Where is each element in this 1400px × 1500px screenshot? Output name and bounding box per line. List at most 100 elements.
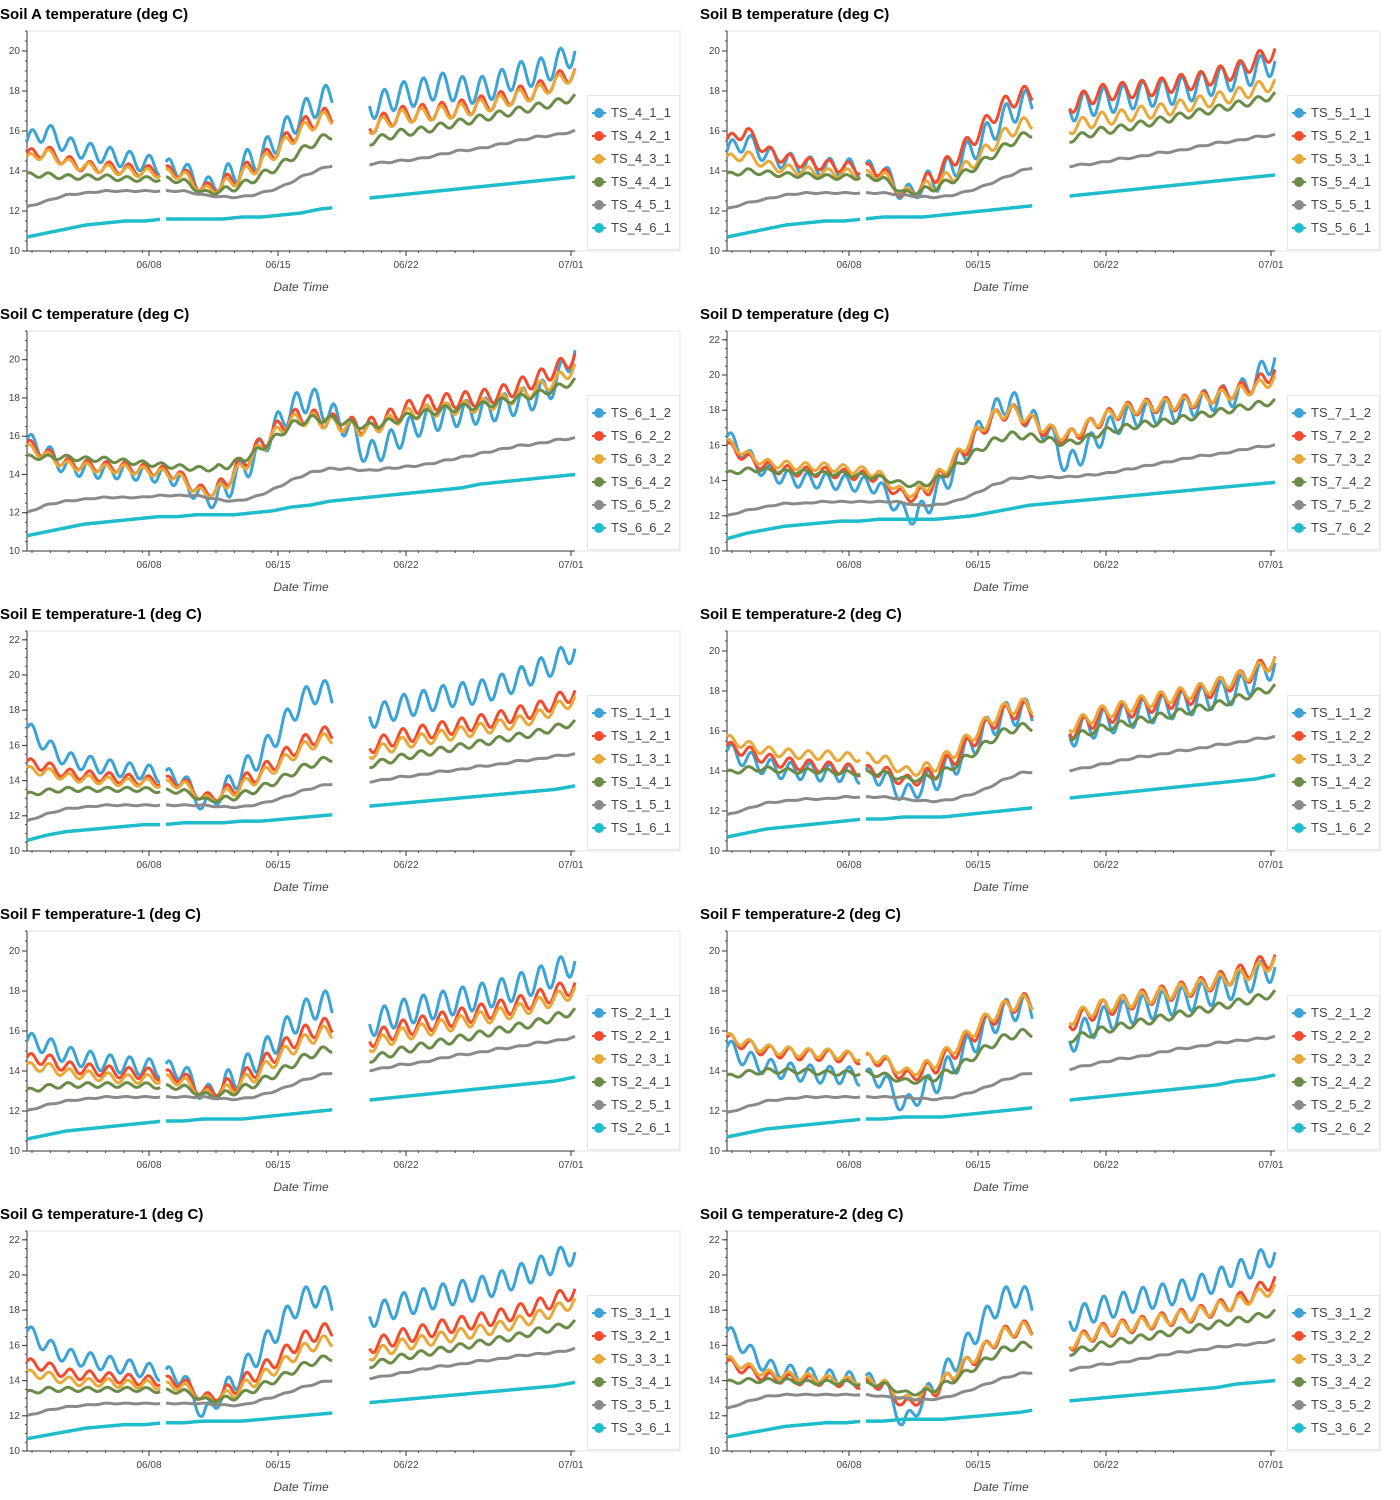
legend-item[interactable]: TS_1_1_1 [588, 701, 679, 724]
y-tick-label: 18 [9, 986, 21, 997]
y-tick-label: 16 [709, 440, 721, 451]
legend-item[interactable]: TS_3_2_1 [588, 1324, 679, 1347]
legend-item[interactable]: TS_6_5_2 [588, 493, 679, 516]
legend-item[interactable]: TS_6_2_2 [588, 424, 679, 447]
legend-label: TS_1_3_2 [1311, 751, 1371, 766]
legend-item[interactable]: TS_2_3_1 [588, 1047, 679, 1070]
legend-item[interactable]: TS_1_2_1 [588, 724, 679, 747]
x-tick-label: 07/01 [1258, 1160, 1283, 1171]
legend-item[interactable]: TS_2_2_2 [1288, 1024, 1379, 1047]
series-line [25, 68, 577, 195]
legend-item[interactable]: TS_6_1_2 [588, 401, 679, 424]
legend-label: TS_6_4_2 [611, 474, 671, 489]
series-segment [726, 795, 861, 817]
legend-item[interactable]: TS_7_2_2 [1288, 424, 1379, 447]
series-segment [25, 1357, 161, 1387]
legend-item[interactable]: TS_1_6_1 [588, 816, 679, 839]
legend-item[interactable]: TS_4_1_1 [588, 101, 679, 124]
legend-item[interactable]: TS_7_5_2 [1288, 493, 1379, 516]
legend-item[interactable]: TS_1_4_1 [588, 770, 679, 793]
legend-item[interactable]: TS_2_6_1 [588, 1116, 679, 1139]
legend-item[interactable]: TS_6_3_2 [588, 447, 679, 470]
series-segment [369, 1075, 576, 1102]
legend-item[interactable]: TS_3_1_1 [588, 1301, 679, 1324]
chart-title: Soil B temperature (deg C) [700, 6, 890, 23]
legend-item[interactable]: TS_2_1_1 [588, 1001, 679, 1024]
series-segment [865, 699, 1034, 787]
legend-item[interactable]: TS_2_1_2 [1288, 1001, 1379, 1024]
legend-label: TS_7_2_2 [1311, 428, 1371, 443]
series-segment [865, 1106, 1033, 1121]
y-tick-label: 14 [9, 469, 21, 480]
legend-item[interactable]: TS_6_6_2 [588, 516, 679, 539]
legend-item[interactable]: TS_5_6_1 [1288, 216, 1379, 239]
x-tick-label: 06/08 [836, 560, 861, 571]
chart-plot: 10 12 14 16 18 20 06/08 06/15 06/22 07/01 Date Tim… [709, 630, 1381, 894]
legend-item[interactable]: TS_2_5_2 [1288, 1093, 1379, 1116]
legend-item[interactable]: TS_5_3_1 [1288, 147, 1379, 170]
legend-item[interactable]: TS_3_5_2 [1288, 1393, 1379, 1416]
legend-item[interactable]: TS_7_3_2 [1288, 447, 1379, 470]
legend-item[interactable]: TS_5_1_1 [1288, 101, 1379, 124]
legend-item[interactable]: TS_4_4_1 [588, 170, 679, 193]
legend-item[interactable]: TS_3_4_2 [1288, 1370, 1379, 1393]
x-tick-label: 06/22 [393, 1160, 418, 1171]
legend-item[interactable]: TS_1_3_2 [1288, 747, 1379, 770]
legend-item[interactable]: TS_1_4_2 [1288, 770, 1379, 793]
legend-item[interactable]: TS_7_4_2 [1288, 470, 1379, 493]
legend-item[interactable]: TS_5_4_1 [1288, 170, 1379, 193]
x-tick-label: 06/08 [136, 860, 161, 871]
legend-item[interactable]: TS_4_2_1 [588, 124, 679, 147]
legend-item[interactable]: TS_3_4_1 [588, 1370, 679, 1393]
legend-item[interactable]: TS_4_6_1 [588, 216, 679, 239]
legend-item[interactable]: TS_2_4_2 [1288, 1070, 1379, 1093]
series-segment [26, 1368, 161, 1391]
legend-item[interactable]: TS_3_6_2 [1288, 1416, 1379, 1439]
x-axis-label: Date Time [973, 580, 1029, 594]
legend-item[interactable]: TS_1_5_1 [588, 793, 679, 816]
y-tick-label: 18 [709, 686, 721, 697]
series-segment [726, 1419, 861, 1439]
legend-item[interactable]: TS_2_5_1 [588, 1093, 679, 1116]
y-tick-label: 12 [709, 806, 721, 817]
legend-label: TS_3_3_2 [1311, 1351, 1371, 1366]
legend-swatch-icon [592, 752, 606, 766]
legend-item[interactable]: TS_4_3_1 [588, 147, 679, 170]
series-segment [1069, 1308, 1277, 1357]
legend-item[interactable]: TS_1_2_2 [1288, 724, 1379, 747]
series-line [726, 132, 1276, 211]
legend-swatch-icon [592, 406, 606, 420]
legend-item[interactable]: TS_2_4_1 [588, 1070, 679, 1093]
legend-item[interactable]: TS_3_6_1 [588, 1416, 679, 1439]
series-segment [165, 1379, 333, 1408]
legend-item[interactable]: TS_7_6_2 [1288, 516, 1379, 539]
chart-title: Soil F temperature-2 (deg C) [700, 906, 901, 923]
series-segment [1069, 773, 1276, 800]
legend-item[interactable]: TS_3_3_1 [588, 1347, 679, 1370]
x-tick-label: 06/08 [136, 1160, 161, 1171]
legend-label: TS_2_1_2 [1311, 1005, 1371, 1020]
legend-item[interactable]: TS_3_1_2 [1288, 1301, 1379, 1324]
legend-item[interactable]: TS_1_5_2 [1288, 793, 1379, 816]
legend-item[interactable]: TS_3_5_1 [588, 1393, 679, 1416]
legend-item[interactable]: TS_6_4_2 [588, 470, 679, 493]
legend-item[interactable]: TS_4_5_1 [588, 193, 679, 216]
legend-item[interactable]: TS_7_1_2 [1288, 401, 1379, 424]
legend-item[interactable]: TS_5_2_1 [1288, 124, 1379, 147]
legend-swatch-icon [1292, 821, 1306, 835]
legend-swatch-icon [1292, 706, 1306, 720]
legend-swatch-icon [592, 1352, 606, 1366]
legend-item[interactable]: TS_1_3_1 [588, 747, 679, 770]
legend-item[interactable]: TS_2_3_2 [1288, 1047, 1379, 1070]
legend-item[interactable]: TS_1_1_2 [1288, 701, 1379, 724]
chart-plot: 10 12 14 16 18 20 22 06/08 06/15 06/22 07/01 Date T… [9, 630, 681, 894]
legend-item[interactable]: TS_3_3_2 [1288, 1347, 1379, 1370]
x-tick-label: 07/01 [1258, 560, 1283, 571]
legend-item[interactable]: TS_3_2_2 [1288, 1324, 1379, 1347]
legend-item[interactable]: TS_5_5_1 [1288, 193, 1379, 216]
legend-item[interactable]: TS_1_6_2 [1288, 816, 1379, 839]
x-tick-label: 06/15 [965, 260, 990, 271]
legend-item[interactable]: TS_2_2_1 [588, 1024, 679, 1047]
legend-item[interactable]: TS_2_6_2 [1288, 1116, 1379, 1139]
y-tick-label: 10 [9, 1146, 21, 1157]
